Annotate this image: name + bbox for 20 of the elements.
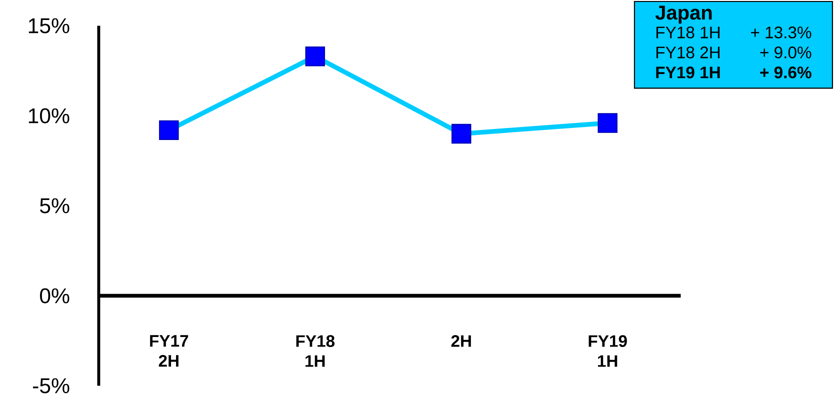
annotation: FY18 2H [656,46,720,58]
y-tick-label: 5% [40,198,70,214]
y-tick-label: 0% [40,288,70,304]
text: + 13.3% [751,26,812,38]
annotation: FY18 1H [656,26,720,38]
y-tick-label: 10% [28,108,70,124]
y-tick-label: -5% [33,378,70,394]
y-tick-label: 15% [28,18,70,34]
x-tick-label: 2H [451,335,471,347]
text: + 9.6% [760,66,812,78]
point [305,46,326,66]
point [159,120,179,140]
text: + 9.0% [760,46,812,58]
point [598,113,618,133]
annotation: FY19 1H [656,66,720,78]
x-tick-label: FY18 1H [296,335,335,367]
x-tick-label: FY17 2H [150,335,188,367]
text: Japan [655,6,712,24]
x-tick-label: FY19 1H [588,335,627,367]
point [452,124,472,144]
